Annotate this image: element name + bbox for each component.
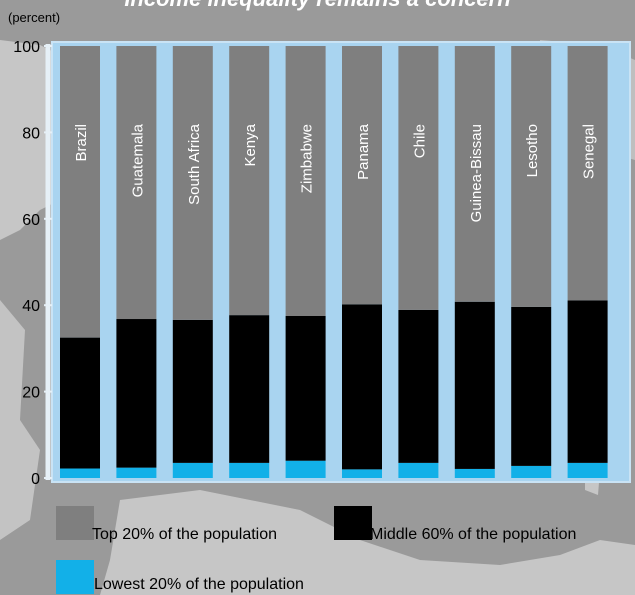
category-label: Panama bbox=[355, 123, 372, 180]
legend-swatch-lowest bbox=[56, 560, 94, 594]
category-label: Chile bbox=[411, 124, 428, 158]
bar-segment bbox=[511, 465, 552, 478]
bar-segment bbox=[116, 467, 157, 478]
bar-segment bbox=[342, 469, 382, 478]
bar-segment bbox=[60, 468, 100, 478]
y-tick-label: 20 bbox=[22, 385, 40, 402]
bar-segment bbox=[285, 316, 326, 461]
y-tick-label: 100 bbox=[13, 39, 40, 56]
bar-segment bbox=[172, 46, 213, 320]
bar-segment bbox=[229, 315, 270, 463]
category-label: Zimbabwe bbox=[299, 124, 316, 193]
y-tick-label: 60 bbox=[22, 212, 40, 229]
y-tick-label: 40 bbox=[22, 298, 40, 315]
bar-segment bbox=[511, 306, 552, 466]
legend-swatch-middle bbox=[334, 506, 372, 540]
bar-segment bbox=[398, 462, 439, 478]
bar-segment bbox=[285, 46, 326, 316]
bar-segment bbox=[116, 319, 157, 468]
bar-segment bbox=[398, 309, 439, 463]
bar-segment bbox=[342, 304, 382, 470]
category-label: Brazil bbox=[73, 124, 90, 162]
bar-segment bbox=[116, 46, 157, 320]
category-label: Kenya bbox=[242, 123, 259, 166]
bar-segment bbox=[229, 462, 270, 478]
bar-segment bbox=[172, 319, 213, 463]
bar-segment bbox=[229, 46, 270, 316]
bar-segment bbox=[172, 462, 213, 478]
bar-segment bbox=[398, 46, 439, 310]
y-tick-label: 0 bbox=[31, 471, 40, 488]
bar-segment bbox=[454, 46, 495, 302]
category-label: Guatemala bbox=[129, 123, 146, 197]
y-axis-ticks: 0 20 40 60 80 100 bbox=[13, 39, 52, 488]
legend-label-middle: Middle 60% of the population bbox=[370, 526, 577, 543]
bar-segment bbox=[60, 337, 100, 469]
bar-segment bbox=[60, 46, 100, 338]
category-label: Lesotho bbox=[524, 124, 541, 177]
category-label: Senegal bbox=[581, 124, 598, 179]
bar-segment bbox=[454, 468, 495, 478]
category-labels: Brazil Guatemala South Africa Kenya Zimbabwe… bbox=[73, 123, 598, 222]
bar-segment bbox=[285, 460, 326, 478]
bar-segment bbox=[567, 462, 608, 478]
category-label: Guinea-Bissau bbox=[468, 124, 485, 222]
legend-label-top: Top 20% of the population bbox=[92, 526, 278, 543]
y-axis-unit-label: (percent) bbox=[8, 10, 61, 25]
legend-swatch-top bbox=[56, 506, 94, 540]
bar-segment bbox=[454, 301, 495, 469]
y-tick-label: 80 bbox=[22, 125, 40, 142]
bar-segment bbox=[567, 46, 608, 301]
bar-segment bbox=[342, 46, 382, 305]
category-label: South Africa bbox=[186, 123, 203, 205]
bars bbox=[60, 46, 608, 478]
bar-segment bbox=[567, 300, 608, 463]
chart-title: Income inequality remains a concern bbox=[0, 0, 635, 12]
bar-segment bbox=[511, 46, 552, 307]
legend-label-lowest: Lowest 20% of the population bbox=[94, 576, 304, 593]
